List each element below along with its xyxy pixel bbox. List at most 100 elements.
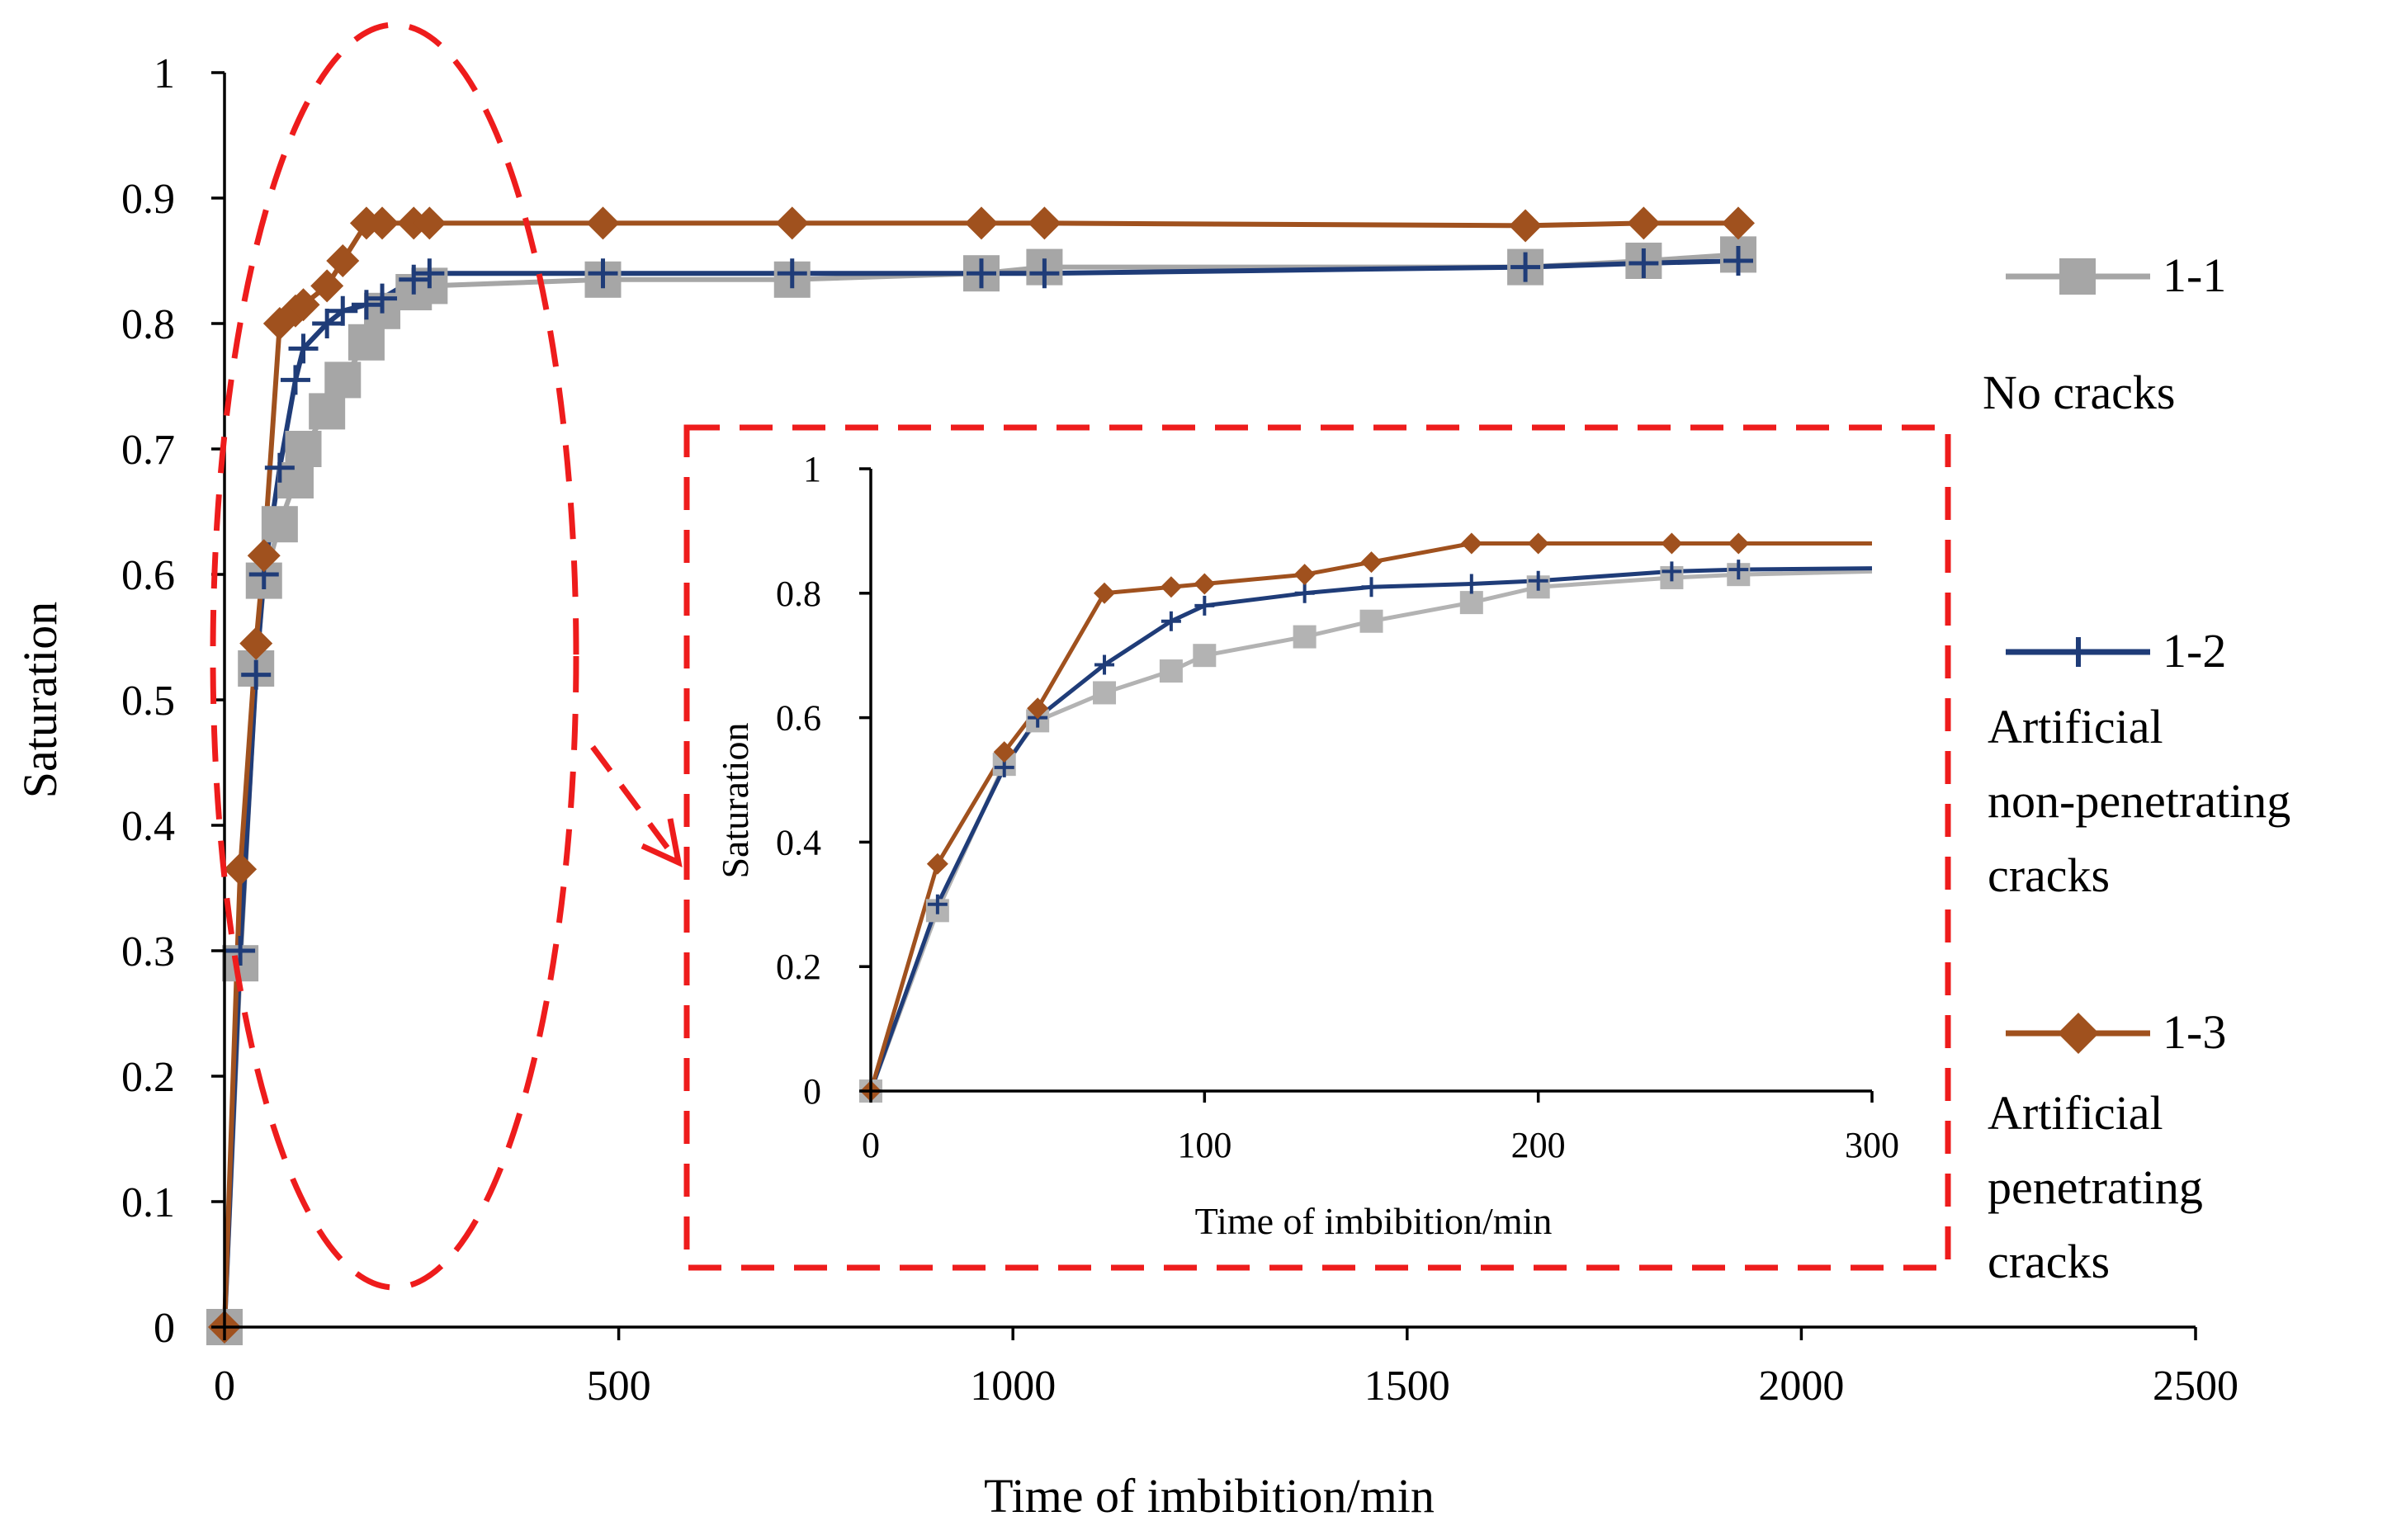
point-diamond (239, 626, 273, 660)
point-diamond (1721, 206, 1755, 240)
point-plus (1728, 560, 1749, 580)
point-diamond (1509, 209, 1543, 243)
point-plus (1662, 561, 1682, 582)
point-diamond (1094, 582, 1116, 604)
point-square (1193, 644, 1217, 668)
point-plus (1194, 595, 1215, 616)
y-tick-label: 0.3 (121, 928, 175, 975)
x-tick-label: 200 (1511, 1125, 1566, 1165)
point-plus (225, 936, 256, 966)
y-tick-label: 0.2 (121, 1054, 175, 1101)
main-y-ticks: 0 0.1 0.2 0.3 0.4 0.5 0.6 0.7 0.8 0.9 1 (121, 50, 225, 1352)
zoom-annotations (210, 21, 1951, 1291)
y-tick-label: 0.9 (121, 176, 175, 223)
inset-y-ticks: 0 0.2 0.4 0.6 0.8 1 (776, 449, 871, 1112)
point-diamond (310, 269, 344, 303)
point-plus (351, 290, 381, 320)
point-plus (1361, 577, 1382, 598)
series-markers-1-3 (208, 206, 1755, 1344)
x-tick-label: 0 (214, 1363, 235, 1410)
point-diamond (1194, 573, 1216, 595)
point-square (1359, 609, 1383, 633)
point-diamond (1460, 532, 1482, 555)
point-square (1293, 625, 1317, 649)
point-plus (588, 258, 618, 289)
legend-description: No cracks (1983, 366, 2176, 419)
point-diamond (586, 206, 620, 240)
point-plus (328, 295, 358, 326)
x-tick-label: 2000 (1758, 1363, 1844, 1410)
point-plus (1461, 574, 1482, 594)
point-plus (777, 258, 807, 289)
main-series-markers (206, 206, 1756, 1345)
point-square (1159, 659, 1183, 683)
point-diamond (1661, 532, 1683, 555)
y-tick-label: 0.5 (121, 678, 175, 725)
legend-description: Artificial penetrating cracks (1988, 1086, 2203, 1288)
point-diamond (1160, 576, 1182, 598)
y-tick-label: 0.8 (776, 574, 821, 614)
zoom-arrowhead (641, 818, 683, 867)
main-plot: 00.10.20.30.40.50.60.70.80.91 0 500 1000 15… (13, 50, 2238, 1523)
legend-swatch-diamond (2058, 1013, 2099, 1054)
inset-frame (683, 424, 1951, 1271)
point-square (1459, 591, 1483, 615)
point-plus (1161, 611, 1181, 631)
point-diamond (366, 206, 399, 240)
series-markers-1-2 (861, 560, 1749, 1101)
series-markers-1-1 (859, 563, 1751, 1103)
legend-entry-1-3: 1-3 Artificial penetrating cracks (1988, 1005, 2226, 1288)
point-diamond (326, 244, 360, 277)
point-plus (1294, 583, 1315, 603)
point-plus (1029, 258, 1060, 289)
point-square (324, 361, 362, 399)
x-tick-label: 1000 (970, 1363, 1056, 1410)
x-tick-label: 500 (587, 1363, 651, 1410)
legend-swatch-plus (2063, 637, 2093, 667)
zoom-region-ellipse (210, 21, 579, 1291)
inset-plot: 0 0.2 0.4 0.6 0.8 1 0 100 200 300 Time of imbibi… (714, 449, 1899, 1242)
point-diamond (993, 741, 1015, 763)
legend-label: 1-3 (2163, 1005, 2226, 1059)
point-diamond (775, 206, 809, 240)
y-tick-label: 0.8 (121, 301, 175, 348)
legend-label: 1-2 (2163, 624, 2226, 678)
point-plus (288, 333, 319, 364)
point-plus (1094, 654, 1115, 675)
legend: 1-1 No cracks 1-2 Artificial non-penetrat… (1983, 248, 2290, 1288)
x-tick-label: 1500 (1364, 1363, 1450, 1410)
point-diamond (286, 288, 320, 322)
point-plus (367, 283, 398, 314)
point-diamond (1728, 532, 1750, 555)
inset-x-ticks: 0 100 200 300 (862, 1091, 1899, 1165)
point-plus (1510, 252, 1541, 282)
point-diamond (1527, 532, 1549, 555)
y-tick-label: 0 (803, 1071, 821, 1112)
y-tick-label: 0.7 (121, 427, 175, 474)
point-plus (1528, 570, 1548, 591)
point-plus (241, 659, 272, 690)
legend-entry-1-1: 1-1 No cracks (1983, 248, 2226, 419)
point-diamond (224, 853, 258, 886)
series-line-1-1 (868, 569, 1873, 1092)
point-square (285, 431, 322, 467)
y-tick-label: 0 (154, 1305, 175, 1352)
point-plus (1723, 246, 1753, 276)
zoom-arrow (590, 744, 678, 861)
inset-series-markers (859, 532, 1751, 1103)
point-diamond (1028, 206, 1061, 240)
point-diamond (247, 539, 281, 573)
point-diamond (1027, 697, 1049, 720)
point-plus (264, 452, 295, 483)
point-plus (927, 894, 948, 914)
series-markers-1-1 (206, 236, 1756, 1345)
y-tick-label: 1 (154, 50, 175, 97)
point-diamond (964, 206, 998, 240)
point-plus (966, 258, 996, 289)
point-diamond (1627, 206, 1661, 240)
inset-y-axis-title: Saturation (714, 722, 756, 878)
series-line-1-3 (868, 541, 1872, 1092)
y-tick-label: 0.6 (121, 552, 175, 599)
y-tick-label: 1 (803, 449, 821, 489)
